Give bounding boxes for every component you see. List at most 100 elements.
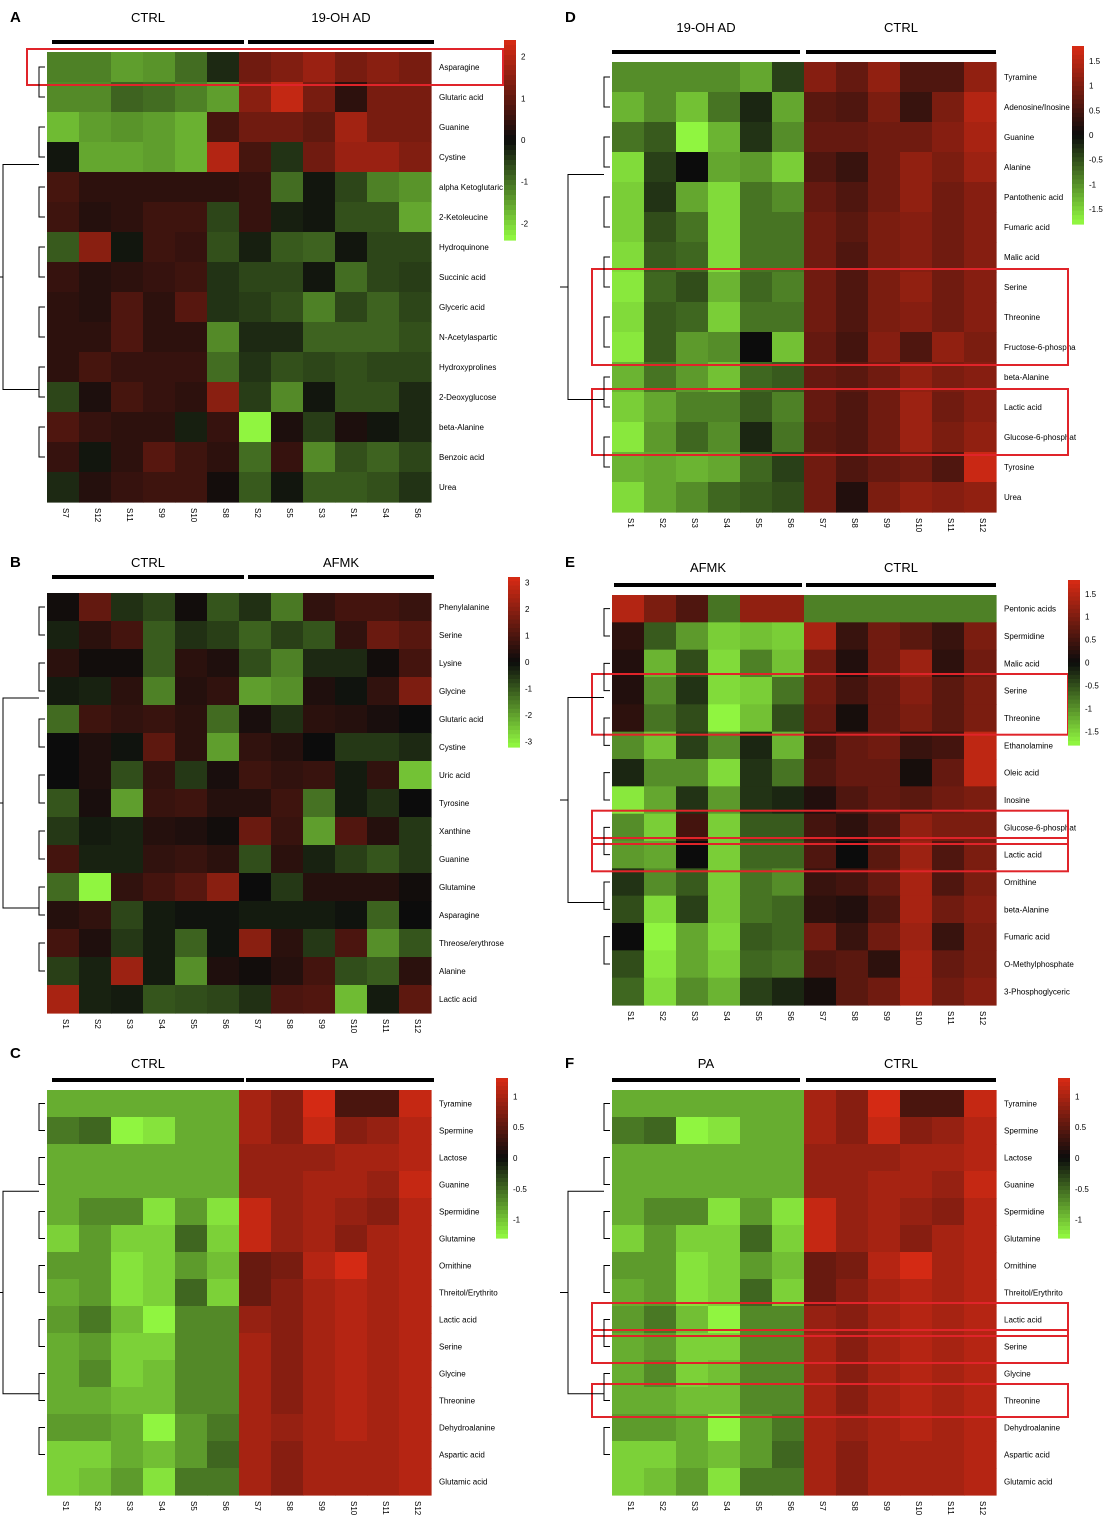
heatmap-cell — [932, 482, 965, 513]
heatmap-cell — [708, 704, 741, 733]
heatmap-cell — [239, 873, 272, 902]
heatmap-cell — [804, 868, 837, 897]
colorbar-segment — [504, 215, 516, 221]
heatmap-cell — [111, 733, 144, 762]
heatmap-cell — [271, 1387, 304, 1415]
heatmap-cell — [175, 593, 208, 622]
heatmap-cell — [740, 868, 773, 897]
heatmap-cell — [207, 957, 240, 986]
heatmap-cell — [708, 1117, 741, 1145]
heatmap-cell — [932, 868, 965, 897]
heatmap-cell — [612, 92, 645, 123]
colorbar-segment — [496, 1094, 508, 1099]
panel-letter: A — [10, 9, 21, 26]
highlight-box — [591, 388, 1069, 456]
heatmap-cell — [772, 731, 805, 760]
colorbar-segment — [1068, 736, 1080, 742]
heatmap-cell — [399, 82, 432, 113]
dendrogram-branch — [38, 1373, 45, 1401]
heatmap-cell — [303, 1414, 336, 1442]
heatmap-cell — [335, 1387, 368, 1415]
heatmap-cell — [47, 232, 80, 263]
column-label: S8 — [850, 1011, 859, 1021]
heatmap-cell — [740, 212, 773, 243]
dendrogram-branch — [603, 256, 610, 288]
heatmap-cell — [207, 322, 240, 353]
colorbar-segment — [1058, 1134, 1070, 1139]
heatmap-cell — [964, 786, 997, 815]
dendrogram-branch — [38, 306, 45, 338]
heatmap-cell — [175, 1252, 208, 1280]
heatmap-cell — [964, 182, 997, 213]
colorbar-segment — [496, 1110, 508, 1115]
colorbar-segment — [1072, 54, 1084, 60]
colorbar-segment — [1068, 662, 1080, 668]
heatmap-cell — [644, 392, 677, 423]
row-dendrogram — [0, 606, 45, 972]
heatmap-cell — [207, 1090, 240, 1118]
heatmap-cell — [836, 1414, 869, 1442]
heatmap-cell — [900, 332, 933, 363]
heatmap-cell — [143, 1333, 176, 1361]
heatmap-cell — [303, 817, 336, 846]
highlight-box — [26, 48, 504, 86]
heatmap-cell — [335, 845, 368, 874]
heatmap-cell — [772, 272, 805, 303]
heatmap-cell — [111, 172, 144, 203]
colorbar-segment — [1068, 712, 1080, 717]
heatmap-cell — [740, 1387, 773, 1415]
heatmap-cell — [612, 212, 645, 243]
heatmap-cell — [239, 1279, 272, 1307]
heatmap-cell — [868, 977, 901, 1006]
row-label: Threonine — [1004, 1397, 1041, 1406]
heatmap-cell — [399, 172, 432, 203]
heatmap-cell — [207, 232, 240, 263]
heatmap-cell — [239, 1468, 272, 1496]
heatmap-cell — [303, 322, 336, 353]
heatmap-cell — [271, 1306, 304, 1334]
colorbar-tick-label: -0.5 — [1089, 156, 1103, 165]
heatmap-cell — [964, 242, 997, 273]
heatmap-cell — [772, 242, 805, 273]
group-label: 19-OH AD — [676, 20, 735, 35]
heatmap-cell — [335, 593, 368, 622]
heatmap-cell — [207, 901, 240, 930]
heatmap-cell — [175, 412, 208, 443]
heatmap-cell — [932, 1144, 965, 1172]
group-label: AFMK — [323, 555, 359, 570]
heatmap-cell — [303, 472, 336, 503]
colorbar-segment — [508, 700, 520, 706]
heatmap-cell — [772, 595, 805, 623]
colorbar-segment — [496, 1206, 508, 1211]
row-dendrogram — [0, 66, 45, 458]
heatmap-cell — [271, 677, 304, 706]
colorbar-segment — [1068, 588, 1080, 593]
heatmap-cell — [932, 332, 965, 363]
colorbar-segment — [1058, 1190, 1070, 1195]
heatmap-cell — [932, 649, 965, 678]
heatmap-cell — [676, 1333, 709, 1361]
heatmap-cell — [143, 593, 176, 622]
row-label: Asparagine — [439, 911, 480, 920]
heatmap-cell — [932, 182, 965, 213]
row-label: Glycine — [439, 1370, 466, 1379]
row-label: Guanine — [439, 123, 470, 132]
heatmap-cell — [964, 212, 997, 243]
colorbar-tick-label: -3 — [525, 738, 533, 747]
heatmap-cell — [772, 1441, 805, 1469]
heatmap-cell — [644, 62, 677, 93]
heatmap-cell — [207, 1144, 240, 1172]
heatmap-cell — [772, 1171, 805, 1199]
heatmap-cell — [708, 362, 741, 393]
heatmap-cell — [644, 302, 677, 333]
heatmap-cell — [303, 1441, 336, 1469]
colorbar-segment — [1068, 666, 1080, 672]
heatmap-cell — [47, 352, 80, 383]
heatmap-cell — [708, 332, 741, 363]
dendrogram-branch — [2, 697, 39, 909]
colorbar-segment — [504, 80, 516, 86]
heatmap-cell — [367, 1117, 400, 1145]
heatmap-cell — [79, 957, 112, 986]
column-label: S7 — [818, 518, 827, 528]
colorbar-segment — [1068, 608, 1080, 614]
